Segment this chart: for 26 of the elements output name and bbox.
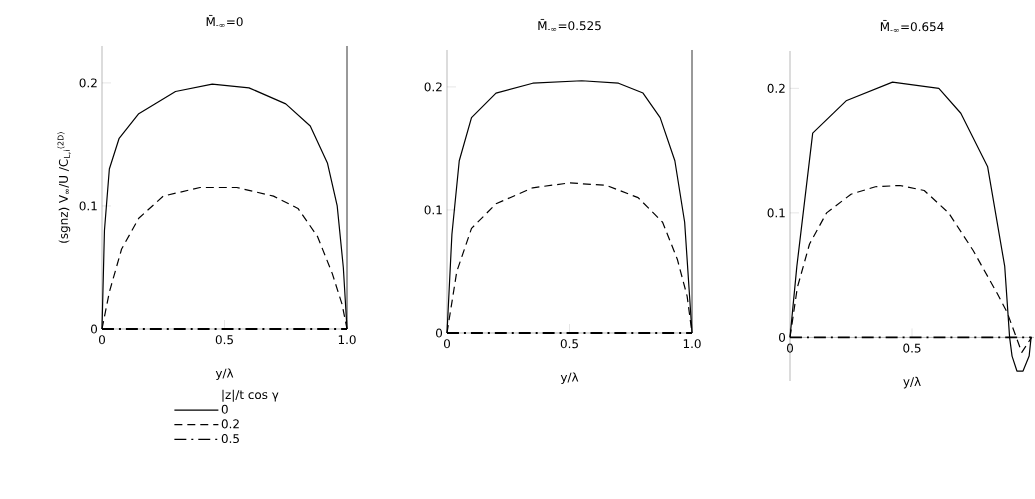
x-axis-title: y/λ <box>215 368 234 380</box>
legend-label: 0 <box>221 404 228 414</box>
x-tick-label: 0.5 <box>903 343 921 353</box>
y-tick-label: 0.2 <box>424 82 442 92</box>
chart-title: M̄$_{-∞}$=0.654 <box>880 19 944 32</box>
x-axis-title: y/λ <box>903 376 921 389</box>
chart-title: M̄$_{-∞}$=0 <box>206 14 243 27</box>
y-tick-label: 0.1 <box>424 205 442 215</box>
x-tick-label: 1.0 <box>338 335 356 345</box>
x-tick-label: 0.5 <box>560 339 578 349</box>
legend-label: 0.5 <box>221 434 239 444</box>
x-tick-label: 0 <box>443 339 451 349</box>
x-tick-label: 0 <box>98 335 106 345</box>
y-tick-label: 0 <box>436 328 443 338</box>
x-tick-label: 0.5 <box>215 335 233 345</box>
legend-title: |z|/t cos γ <box>222 389 279 402</box>
y-tick-label: 0.1 <box>767 208 785 218</box>
legend-label: 0.2 <box>221 419 239 429</box>
y-tick-label: 0.1 <box>79 201 97 211</box>
y-tick-label: 0.2 <box>79 78 97 88</box>
y-tick-label: 0 <box>90 324 98 334</box>
x-tick-label: 1.0 <box>683 339 701 349</box>
y-tick-label: 0.2 <box>767 83 785 93</box>
x-axis-title: y/λ <box>560 372 579 384</box>
chart-title: M̄$_{-∞}$=0.525 <box>538 18 601 31</box>
x-tick-label: 0 <box>786 343 794 353</box>
